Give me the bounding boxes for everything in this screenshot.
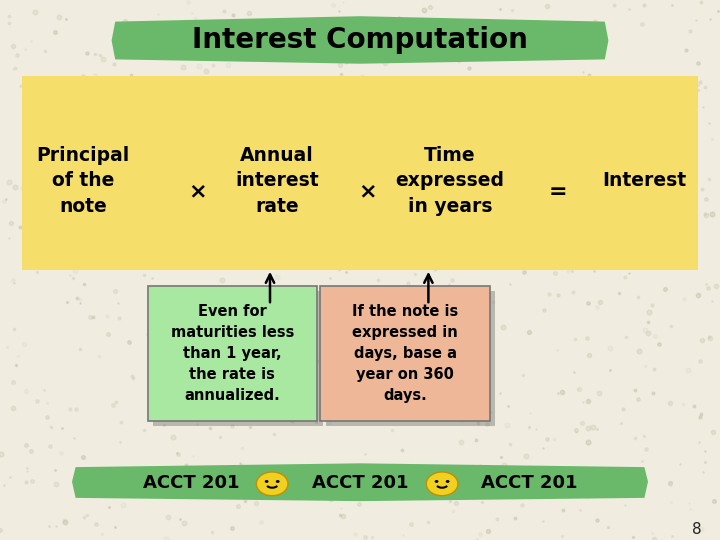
Text: Even for
maturities less
than 1 year,
the rate is
annualized.: Even for maturities less than 1 year, th… xyxy=(171,304,294,403)
Text: Principal
of the
note: Principal of the note xyxy=(36,146,130,216)
Text: ×: × xyxy=(358,181,377,202)
Polygon shape xyxy=(72,463,648,501)
Text: ×: × xyxy=(189,181,207,202)
Text: ACCT 201: ACCT 201 xyxy=(143,474,239,492)
FancyBboxPatch shape xyxy=(153,291,323,426)
FancyBboxPatch shape xyxy=(326,291,495,426)
Circle shape xyxy=(265,480,269,483)
Circle shape xyxy=(426,472,458,496)
Text: 8: 8 xyxy=(693,522,702,537)
FancyBboxPatch shape xyxy=(22,76,698,270)
Circle shape xyxy=(435,480,438,483)
Circle shape xyxy=(256,472,288,496)
Circle shape xyxy=(446,480,449,483)
Text: Interest Computation: Interest Computation xyxy=(192,26,528,54)
Text: ACCT 201: ACCT 201 xyxy=(312,474,408,492)
FancyBboxPatch shape xyxy=(320,286,490,421)
Text: Interest: Interest xyxy=(603,171,686,191)
Text: ACCT 201: ACCT 201 xyxy=(481,474,577,492)
Polygon shape xyxy=(112,16,608,64)
Circle shape xyxy=(276,480,279,483)
Text: =: = xyxy=(549,181,567,202)
Text: If the note is
expressed in
days, base a
year on 360
days.: If the note is expressed in days, base a… xyxy=(352,304,458,403)
FancyBboxPatch shape xyxy=(148,286,317,421)
Text: Annual
interest
rate: Annual interest rate xyxy=(235,146,319,216)
Text: Time
expressed
in years: Time expressed in years xyxy=(395,146,505,216)
